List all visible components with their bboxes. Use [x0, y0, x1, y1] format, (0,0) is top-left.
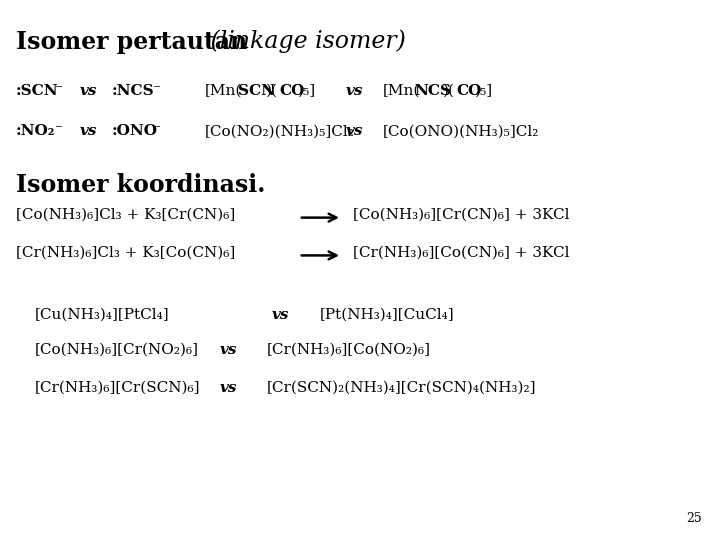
Text: )₅]: )₅]: [475, 84, 493, 98]
Text: vs: vs: [79, 124, 96, 138]
Text: [Co(ONO)(NH₃)₅]Cl₂: [Co(ONO)(NH₃)₅]Cl₂: [383, 124, 539, 138]
Text: )(: )(: [443, 84, 455, 98]
Text: [Pt(NH₃)₄][CuCl₄]: [Pt(NH₃)₄][CuCl₄]: [320, 308, 454, 322]
Text: [Mn(: [Mn(: [205, 84, 243, 98]
Text: CO: CO: [279, 84, 305, 98]
Text: :SCN: :SCN: [16, 84, 58, 98]
Text: :ONO: :ONO: [112, 124, 158, 138]
Text: [Cr(SCN)₂(NH₃)₄][Cr(SCN)₄(NH₃)₂]: [Cr(SCN)₂(NH₃)₄][Cr(SCN)₄(NH₃)₂]: [266, 381, 536, 395]
Text: [Co(NO₂)(NH₃)₅]Cl₂: [Co(NO₂)(NH₃)₅]Cl₂: [205, 124, 355, 138]
Text: )(: )(: [266, 84, 278, 98]
Text: )₅]: )₅]: [298, 84, 316, 98]
Text: [Co(NH₃)₆][Cr(NO₂)₆]: [Co(NH₃)₆][Cr(NO₂)₆]: [35, 343, 199, 357]
Text: ⁻: ⁻: [55, 84, 63, 98]
Text: (linkage isomer): (linkage isomer): [203, 30, 406, 53]
Text: vs: vs: [220, 343, 237, 357]
Text: vs: vs: [346, 124, 363, 138]
Text: [Cu(NH₃)₄][PtCl₄]: [Cu(NH₃)₄][PtCl₄]: [35, 308, 169, 322]
Text: ⁻: ⁻: [153, 124, 161, 138]
Text: [Mn(: [Mn(: [383, 84, 420, 98]
Text: Isomer koordinasi.: Isomer koordinasi.: [16, 173, 265, 197]
Text: [Co(NH₃)₆][Cr(CN)₆] + 3KCl: [Co(NH₃)₆][Cr(CN)₆] + 3KCl: [353, 208, 570, 222]
Text: NCS: NCS: [415, 84, 451, 98]
Text: SCN: SCN: [238, 84, 274, 98]
Text: CO: CO: [456, 84, 482, 98]
Text: vs: vs: [79, 84, 96, 98]
Text: vs: vs: [272, 308, 289, 322]
Text: ⁻: ⁻: [153, 84, 161, 98]
Text: [Cr(NH₃)₆]Cl₃ + K₃[Co(CN)₆]: [Cr(NH₃)₆]Cl₃ + K₃[Co(CN)₆]: [16, 246, 235, 260]
Text: vs: vs: [346, 84, 363, 98]
Text: :NCS: :NCS: [112, 84, 154, 98]
Text: Isomer pertautan: Isomer pertautan: [16, 30, 247, 53]
Text: [Cr(NH₃)₆][Cr(SCN)₆]: [Cr(NH₃)₆][Cr(SCN)₆]: [35, 381, 200, 395]
Text: [Cr(NH₃)₆][Co(CN)₆] + 3KCl: [Cr(NH₃)₆][Co(CN)₆] + 3KCl: [353, 246, 570, 260]
Text: ⁻: ⁻: [55, 124, 63, 138]
Text: :NO₂: :NO₂: [16, 124, 55, 138]
Text: [Cr(NH₃)₆][Co(NO₂)₆]: [Cr(NH₃)₆][Co(NO₂)₆]: [266, 343, 431, 357]
Text: vs: vs: [220, 381, 237, 395]
Text: [Co(NH₃)₆]Cl₃ + K₃[Cr(CN)₆]: [Co(NH₃)₆]Cl₃ + K₃[Cr(CN)₆]: [16, 208, 235, 222]
Text: 25: 25: [686, 512, 702, 525]
